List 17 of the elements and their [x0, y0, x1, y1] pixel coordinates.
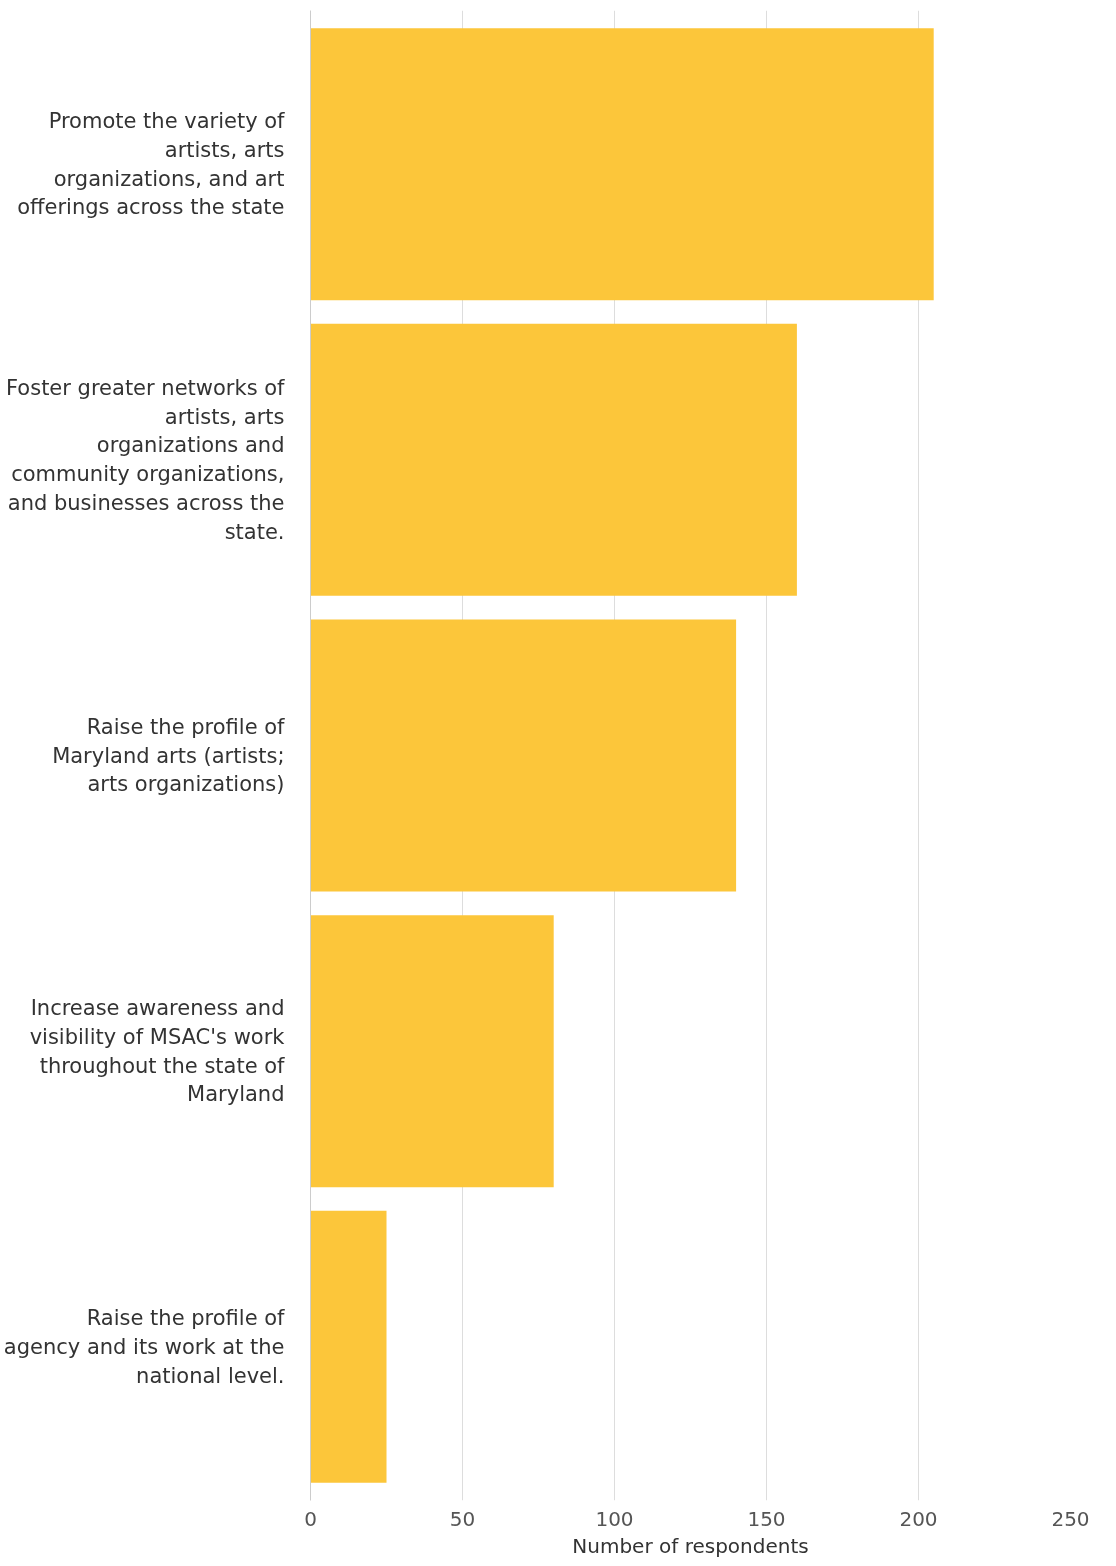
bar — [310, 28, 934, 301]
x-tick-label: 100 — [595, 1506, 634, 1531]
bar — [310, 1210, 387, 1483]
y-tick-label: Promote the variety of artists, arts organizations, and art offerings across the state — [17, 109, 286, 220]
y-tick-label: Increase awareness and visibility of MSAC's work throughout the state of Maryland — [29, 995, 286, 1107]
x-tick-label: 150 — [747, 1506, 786, 1531]
bar — [310, 915, 554, 1188]
x-axis-title: Number of respondents — [572, 1533, 809, 1558]
y-tick-label: Foster greater networks of artists, arts organizations and community organizations, and businesses across the state. — [6, 375, 286, 544]
x-tick-label: 200 — [899, 1506, 938, 1531]
y-tick-label: Raise the profile of Maryland arts (artists; arts organizations) — [52, 714, 286, 797]
y-tick-label: Raise the profile of agency and its work at the national level. — [3, 1305, 286, 1388]
x-tick-label: 0 — [304, 1506, 317, 1531]
x-tick-label: 50 — [449, 1506, 476, 1531]
bar — [310, 619, 737, 892]
bar — [310, 323, 797, 596]
x-tick-label: 250 — [1051, 1506, 1090, 1531]
